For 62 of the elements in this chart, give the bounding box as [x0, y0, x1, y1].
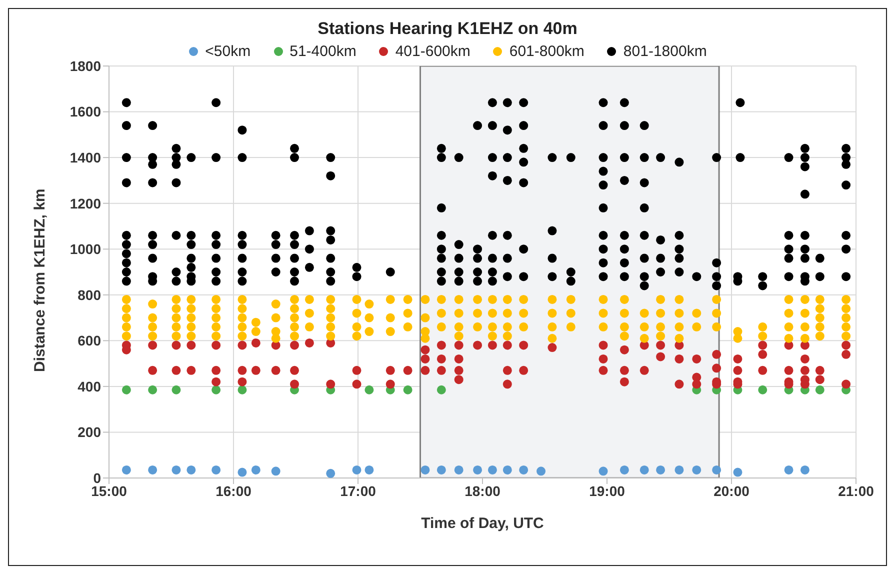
point	[172, 385, 181, 394]
y-tick-label: 600	[78, 332, 102, 349]
point	[454, 465, 464, 474]
point	[519, 465, 528, 474]
point	[212, 465, 221, 474]
point	[364, 385, 374, 394]
point	[640, 465, 649, 474]
legend-label: 401-600km	[394, 43, 470, 60]
point	[598, 466, 608, 476]
y-tick-label: 400	[78, 378, 102, 394]
y-tick-label: 800	[78, 286, 102, 303]
point	[271, 466, 280, 476]
point	[436, 465, 446, 474]
point	[172, 465, 181, 474]
point	[238, 385, 247, 394]
x-tick-label: 16:00	[216, 482, 252, 499]
point	[488, 465, 497, 474]
y-tick-label: 1200	[70, 195, 102, 212]
legend-label: 601-800km	[508, 43, 584, 60]
legend-label: 51-400km	[288, 43, 356, 60]
y-tick-label: 1800	[70, 58, 102, 74]
point	[733, 468, 742, 477]
point	[122, 385, 131, 394]
point	[403, 385, 412, 394]
point	[692, 465, 702, 474]
y-tick-label: 200	[78, 424, 102, 440]
point	[800, 465, 810, 474]
point	[473, 465, 482, 474]
point	[758, 385, 768, 394]
point	[251, 465, 260, 474]
point	[420, 465, 430, 474]
y-axis-title: Distance from K1EHZ, km	[31, 188, 48, 372]
x-tick-label: 21:00	[838, 482, 874, 499]
x-tick-label: 20:00	[714, 482, 750, 499]
chart-title: Stations Hearing K1EHZ on 40m	[316, 18, 578, 40]
legend-label: 801-1800km	[622, 43, 707, 60]
y-tick-label: 1600	[70, 104, 102, 120]
legend-label: <50km	[204, 43, 251, 60]
point	[364, 465, 374, 474]
point	[148, 385, 158, 394]
x-tick-label: 19:00	[589, 482, 626, 499]
point	[122, 465, 131, 474]
point	[148, 465, 158, 474]
x-axis-title: Time of Day, UTC	[421, 515, 544, 532]
point	[352, 465, 362, 474]
point	[784, 465, 794, 474]
point	[186, 465, 196, 474]
x-tick-label: 18:00	[464, 482, 501, 499]
point	[212, 385, 221, 394]
point	[620, 465, 629, 474]
point	[326, 468, 336, 478]
point	[815, 385, 824, 394]
point	[238, 468, 247, 477]
point	[656, 465, 666, 474]
y-tick-label: 1400	[70, 150, 102, 166]
x-tick-label: 17:00	[340, 482, 376, 499]
y-tick-label: 1000	[70, 241, 102, 258]
point	[436, 385, 446, 394]
point	[712, 465, 722, 474]
point	[502, 465, 512, 474]
point	[536, 466, 546, 476]
point	[674, 465, 684, 474]
